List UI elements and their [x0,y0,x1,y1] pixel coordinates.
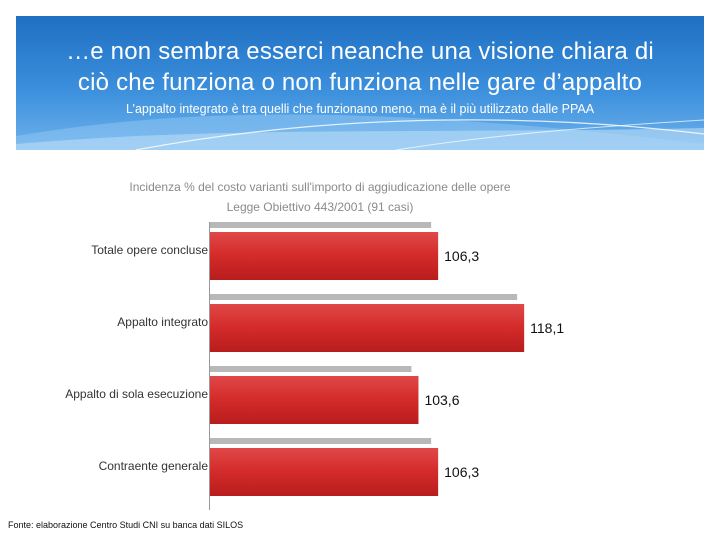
slide-title-line-1: …e non sembra esserci neanche una vision… [66,38,654,65]
bar-shadow [210,294,518,300]
bar [210,304,525,352]
chart-title: Incidenza % del costo varianti sull'impo… [129,180,511,194]
value-label: 106,3 [444,464,479,480]
bar-shadow [210,222,432,228]
bar [210,448,439,496]
value-label: 103,6 [424,392,459,408]
slide-title: …e non sembra esserci neanche una vision… [16,36,704,98]
bar-series: Totale opere concluse 106,3 Appalto integr… [65,222,564,496]
category-label: Totale opere concluse [91,243,208,257]
slide-header: …e non sembra esserci neanche una vision… [16,16,704,150]
value-label: 106,3 [444,248,479,264]
slide-subtitle: L’appalto integrato è tra quelli che fun… [125,102,595,116]
decorative-waves [16,114,704,150]
bar-chart: Incidenza % del costo varianti sull'impo… [65,180,564,510]
value-label: 118,1 [530,320,564,336]
category-label: Appalto di sola esecuzione [65,387,208,401]
bar-shadow [210,366,412,372]
chart-subtitle: Legge Obiettivo 443/2001 (91 casi) [227,200,414,214]
category-label: Appalto integrato [117,315,208,329]
bar-shadow [210,438,432,444]
slide-title-line-2: ciò che funziona o non funziona nelle ga… [77,69,643,96]
bar [210,232,439,280]
source-note: Fonte: elaborazione Centro Studi CNI su … [8,520,244,530]
category-label: Contraente generale [99,459,209,473]
bar [210,376,419,424]
